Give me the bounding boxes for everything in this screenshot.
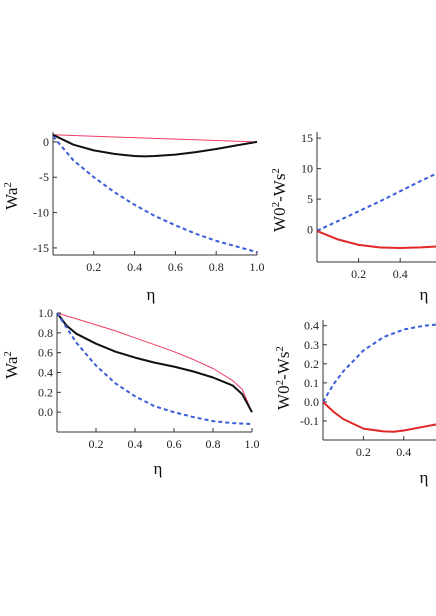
y-tick-label: 0.2 bbox=[304, 357, 319, 371]
x-tick-label: 0.2 bbox=[89, 437, 104, 451]
y-tick-label: -0.1 bbox=[300, 414, 319, 428]
y-tick-label: 0.6 bbox=[38, 346, 53, 360]
series-line-1 bbox=[56, 312, 253, 413]
series-line-3 bbox=[56, 312, 253, 426]
y-tick-label: 0.2 bbox=[38, 385, 53, 399]
x-tick-label: 0.8 bbox=[206, 437, 221, 451]
x-tick-label: 0.4 bbox=[396, 445, 411, 459]
series-line-2 bbox=[316, 229, 436, 249]
y-tick-label: 0.1 bbox=[304, 376, 319, 390]
panel-bottom-left: 1.0 0.8 0.6 0.4 0.2 0.0 0.2 0.4 0.6 0.8 1.0 η Wa2 bbox=[2, 306, 260, 478]
y-tick-label: 0 bbox=[43, 135, 49, 149]
x-tick-label: 1.0 bbox=[245, 437, 260, 451]
y-tick-label: 0.4 bbox=[304, 319, 319, 333]
x-tick-label: 0.8 bbox=[209, 260, 224, 274]
y-tick-label: 10 bbox=[301, 162, 313, 176]
panel-bottom-right: 0.40.30.20.10.0-0.10.20.40ηW02-Ws2 bbox=[274, 319, 436, 487]
series-line-1 bbox=[322, 323, 436, 403]
panel-top-left: 0 -5 -10 -15 0.2 0.4 0.6 0.8 1.0 η Wa2 bbox=[2, 132, 265, 304]
x-axis-label: η bbox=[147, 285, 156, 304]
y-tick-label: 1.0 bbox=[38, 306, 53, 320]
y-tick-label: 0.0 bbox=[38, 405, 53, 419]
y-tick-label: 15 bbox=[301, 131, 313, 145]
y-axis-label: Wa2 bbox=[2, 351, 21, 379]
y-tick-label: 0.3 bbox=[304, 338, 319, 352]
y-axis-label: W02-Ws2 bbox=[270, 168, 289, 232]
y-axis-label: Wa2 bbox=[2, 182, 21, 210]
y-tick-label: -5 bbox=[39, 170, 49, 184]
series-line-1 bbox=[316, 172, 436, 232]
x-tick-label: 0.4 bbox=[393, 267, 408, 281]
y-axis-label: W02-Ws2 bbox=[274, 346, 293, 410]
x-axis-label: η bbox=[420, 285, 429, 304]
x-tick-label: 0.4 bbox=[127, 260, 142, 274]
x-tick-label: 0.2 bbox=[356, 445, 371, 459]
series-line-1 bbox=[52, 134, 258, 143]
x-tick-label: 0.2 bbox=[351, 267, 366, 281]
series-line-2 bbox=[322, 401, 436, 433]
y-tick-label: 0.4 bbox=[38, 366, 53, 380]
x-tick-label: 0.6 bbox=[167, 437, 182, 451]
x-axis-label: η bbox=[420, 468, 429, 487]
y-tick-label: -10 bbox=[33, 206, 49, 220]
y-tick-label: 0 bbox=[307, 223, 313, 237]
x-tick-label: 0.6 bbox=[168, 260, 183, 274]
y-tick-label: -15 bbox=[33, 241, 49, 255]
y-tick-label: 0.0 bbox=[304, 395, 319, 409]
series-line-3 bbox=[52, 135, 258, 254]
x-tick-label: 0.4 bbox=[128, 437, 143, 451]
x-tick-label: 0.2 bbox=[86, 260, 101, 274]
series-line-2 bbox=[52, 133, 258, 158]
y-tick-label: 5 bbox=[307, 192, 313, 206]
x-tick-label: 1.0 bbox=[250, 260, 265, 274]
series-line-2 bbox=[56, 312, 253, 413]
x-axis-label: η bbox=[154, 459, 163, 478]
y-tick-label: 0.8 bbox=[38, 326, 53, 340]
